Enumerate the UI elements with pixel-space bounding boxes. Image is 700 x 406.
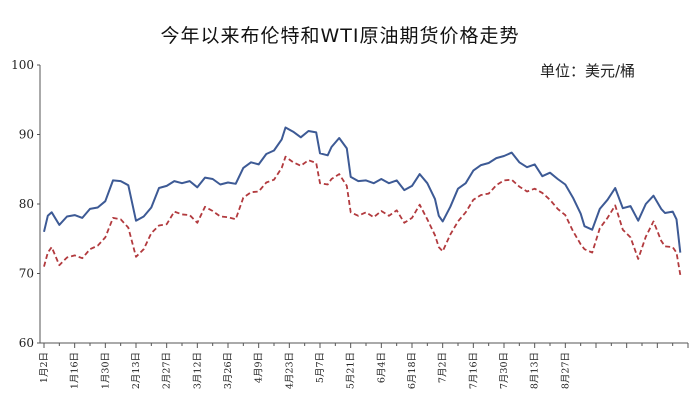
y-ticks: 60 70 80 90 100	[11, 58, 40, 350]
x-tick-label: 8月27日	[560, 352, 571, 389]
x-tick-label: 8月13日	[530, 352, 541, 389]
x-tick-label: 3月26日	[223, 352, 234, 389]
y-tick-label: 90	[19, 128, 34, 142]
x-ticks: 1月2日 1月16日 1月30日 2月13日 2月27日 3月12日 3月26日 4月9日 4月…	[39, 343, 689, 389]
x-tick-label: 5月7日	[315, 352, 326, 383]
x-tick-label: 6月18日	[407, 352, 418, 389]
x-tick-label: 5月21日	[346, 352, 357, 389]
x-tick-label: 2月27日	[162, 352, 173, 389]
series-line-dashed	[43, 155, 682, 276]
x-tick-label: 3月12日	[192, 352, 203, 389]
x-tick-label: 6月4日	[376, 352, 387, 383]
x-tick-label: 4月23日	[284, 352, 295, 389]
y-tick-label: 100	[11, 58, 34, 72]
series-line-solid	[43, 126, 682, 253]
x-tick-label: 2月13日	[131, 352, 142, 389]
x-tick-label: 1月30日	[100, 352, 111, 389]
y-tick-label: 70	[19, 267, 34, 281]
x-tick-label: 1月2日	[39, 352, 50, 383]
x-tick-label: 7月2日	[438, 352, 449, 383]
x-tick-label: 7月16日	[468, 352, 479, 389]
x-tick-label: 7月30日	[499, 352, 510, 389]
y-tick-label: 60	[19, 336, 34, 350]
unit-label: 单位：美元/桶	[540, 62, 635, 80]
chart-title: 今年以来布伦特和WTI原油期货价格走势	[161, 25, 520, 47]
x-tick-label: 4月9日	[254, 352, 265, 383]
axes	[39, 65, 688, 344]
series-lines	[43, 126, 682, 276]
y-tick-label: 80	[19, 197, 34, 211]
x-tick-label: 1月16日	[70, 352, 81, 389]
